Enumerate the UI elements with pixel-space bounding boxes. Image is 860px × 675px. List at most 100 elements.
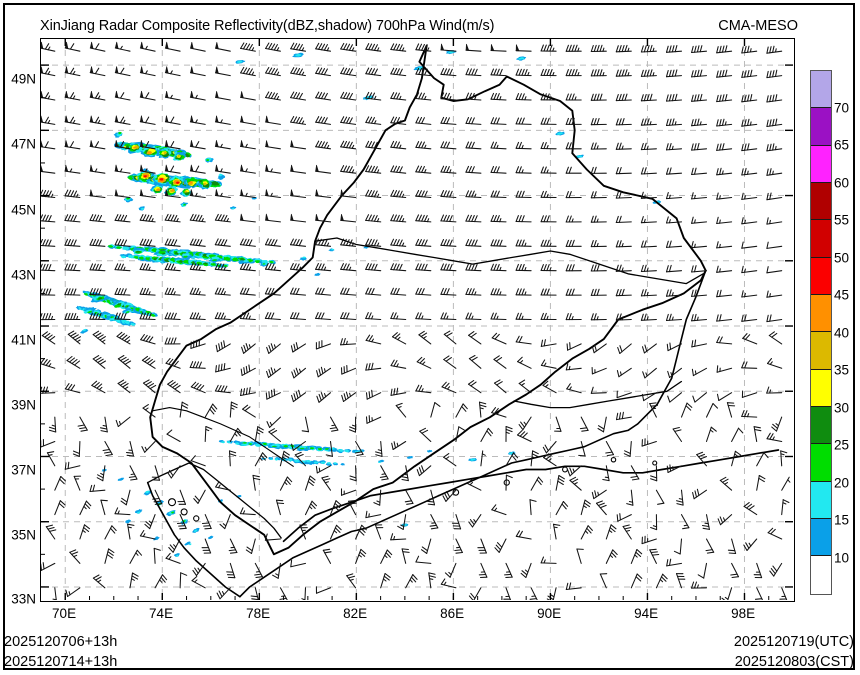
wind-barb — [214, 238, 231, 247]
wind-barb — [415, 165, 432, 174]
wind-barb — [716, 143, 733, 151]
wind-barb — [315, 238, 332, 247]
wind-barb — [490, 44, 507, 52]
wind-barb — [490, 68, 507, 77]
wind-barb — [529, 587, 538, 600]
wind-barb — [741, 69, 758, 78]
wind-barb — [616, 367, 632, 378]
wind-barb — [164, 115, 181, 125]
wind-barb — [99, 416, 108, 433]
wind-barb — [41, 214, 56, 223]
wind-barb — [615, 69, 632, 77]
wind-barb — [264, 213, 281, 223]
wind-barb — [290, 342, 307, 353]
wind-barb — [616, 513, 632, 522]
wind-barb — [265, 91, 281, 101]
wind-barb — [665, 69, 683, 78]
wind-barb — [705, 538, 715, 554]
wind-barb — [214, 66, 231, 77]
wind-barb — [615, 264, 632, 272]
wind-barb — [365, 189, 382, 199]
wind-barb — [166, 429, 181, 443]
wind-barb — [139, 189, 156, 199]
wind-barbs-layer — [41, 41, 791, 600]
wind-barb — [365, 91, 382, 101]
wind-barb — [41, 41, 56, 52]
wind-barb — [240, 364, 256, 376]
colorbar[interactable] — [810, 70, 832, 595]
wind-barb — [214, 42, 231, 52]
wind-barb — [415, 67, 432, 77]
wind-barb — [515, 166, 532, 174]
wind-barb — [304, 475, 316, 491]
wind-barb — [579, 416, 589, 432]
wind-barb — [649, 548, 660, 564]
wind-barb — [640, 264, 657, 273]
wind-barb — [390, 140, 407, 150]
wind-barb — [250, 587, 259, 600]
wind-barb — [440, 287, 457, 296]
wind-barb — [242, 404, 256, 418]
wind-barb — [79, 500, 92, 516]
wind-barb — [691, 142, 708, 151]
wind-barb — [41, 189, 56, 199]
map-plot-area[interactable] — [40, 38, 795, 602]
wind-barb — [290, 213, 307, 223]
wind-barb — [239, 287, 256, 296]
wind-barb — [321, 475, 332, 491]
wind-barb — [465, 141, 482, 150]
wind-barb — [316, 392, 332, 403]
wind-barb — [599, 573, 608, 589]
wind-barb — [640, 93, 657, 102]
wind-barb — [415, 92, 432, 101]
wind-barb — [365, 510, 382, 519]
wind-barb — [340, 312, 357, 321]
wind-barb — [490, 312, 507, 321]
reflectivity-echo-layer — [75, 50, 662, 557]
wind-barb — [515, 335, 532, 345]
wind-barb — [515, 215, 532, 223]
wind-barb — [214, 115, 231, 125]
wind-barb — [289, 287, 307, 296]
wind-barb — [390, 67, 407, 77]
wind-barb — [226, 562, 236, 579]
wind-barb — [590, 386, 607, 394]
page-title: XinJiang Radar Composite Reflectivity(dB… — [40, 18, 495, 34]
wind-barb — [291, 389, 307, 403]
wind-barb — [329, 524, 342, 540]
wind-barb — [640, 191, 657, 199]
wind-barb — [268, 428, 281, 443]
wind-barb — [164, 164, 181, 174]
y-axis-labels: 49N 47N 45N 43N 41N 39N 37N 35N 33N — [0, 38, 36, 606]
wind-barb — [505, 474, 513, 491]
wind-barb — [665, 142, 683, 151]
wind-barb — [340, 238, 357, 247]
colorbar-band — [811, 220, 831, 258]
wind-barb — [640, 289, 657, 297]
wind-barb — [779, 587, 788, 600]
wind-barb — [168, 538, 181, 553]
wind-barb — [266, 416, 281, 428]
wind-barb — [605, 440, 615, 457]
wind-barb — [164, 263, 181, 272]
wind-barb — [415, 189, 432, 199]
y-axis-tick-label: 35N — [11, 527, 36, 543]
wind-barb — [254, 426, 264, 443]
wind-barb — [390, 92, 407, 101]
wind-barb — [289, 312, 307, 321]
wind-barb — [264, 164, 281, 174]
wind-barb — [605, 549, 618, 564]
wind-barb — [405, 574, 418, 589]
wind-barb — [415, 263, 432, 272]
wind-barb — [640, 240, 657, 248]
wind-barb — [640, 167, 657, 175]
wind-barb — [290, 559, 307, 568]
wind-barb — [115, 416, 131, 428]
wind-barb — [630, 548, 643, 564]
wind-barb — [239, 507, 256, 516]
y-axis-tick-label: 41N — [11, 332, 36, 348]
wind-barb — [41, 438, 56, 448]
wind-barb — [290, 189, 307, 199]
wind-barb — [675, 573, 686, 589]
wind-barb — [490, 117, 507, 125]
